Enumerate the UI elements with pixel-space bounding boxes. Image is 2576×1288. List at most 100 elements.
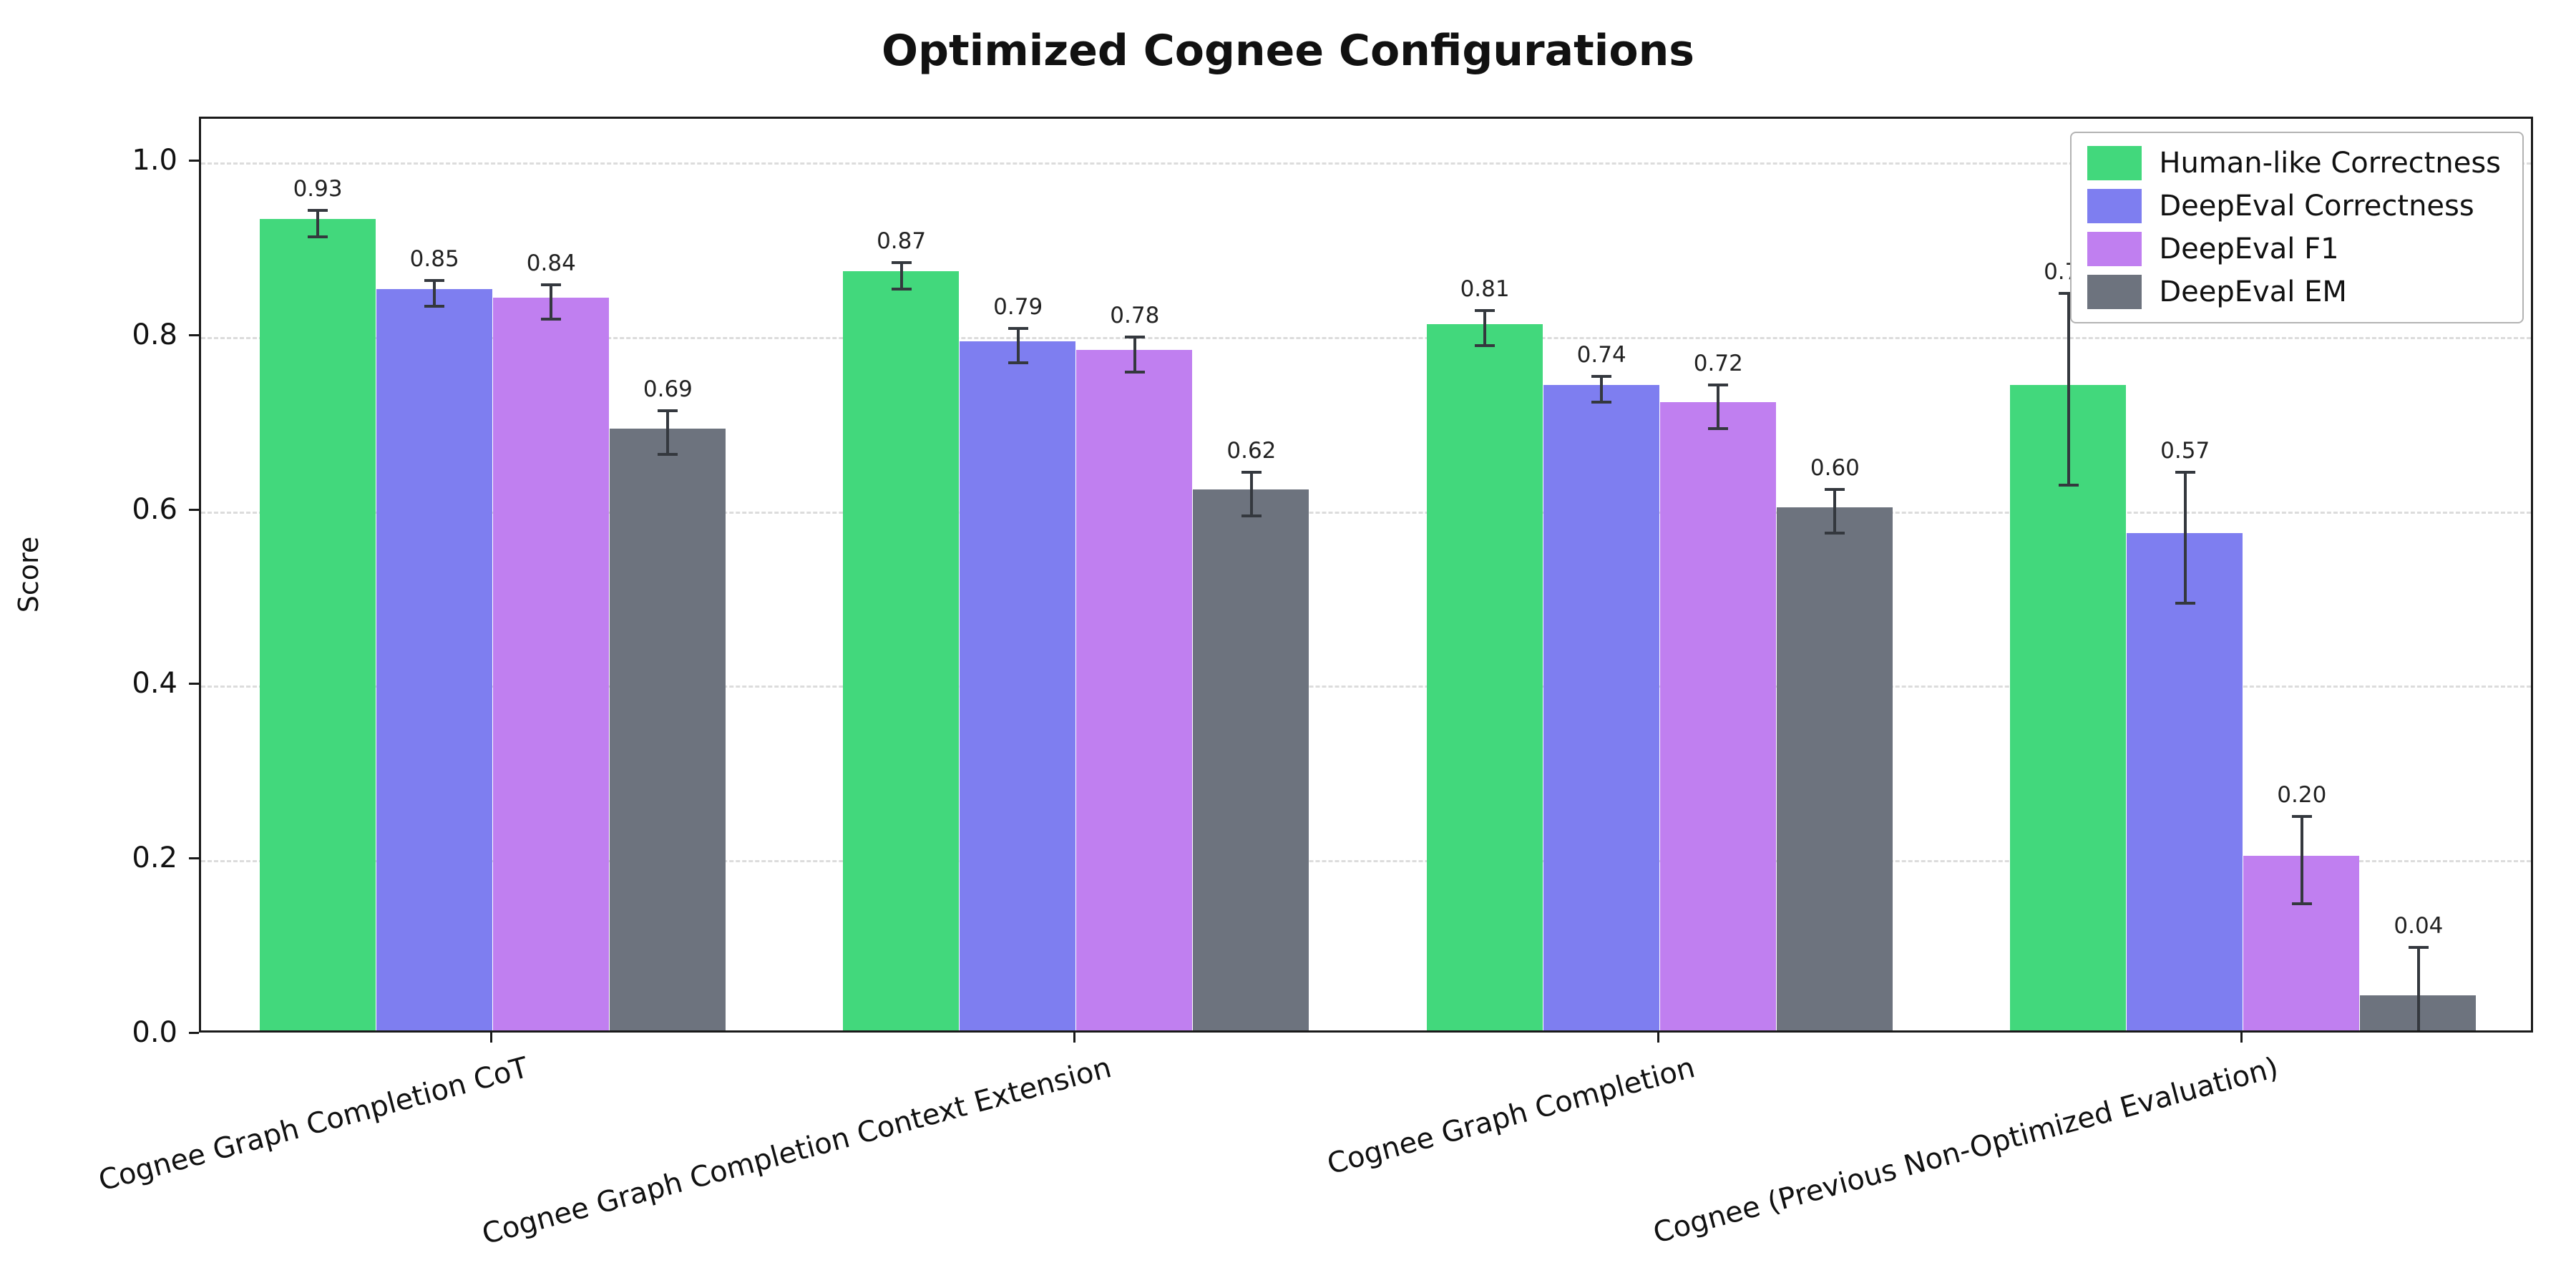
error-bar bbox=[1133, 336, 1136, 372]
bar bbox=[1076, 350, 1193, 1030]
y-tick-mark bbox=[189, 1032, 199, 1034]
error-bar-cap bbox=[541, 318, 562, 321]
bar bbox=[1659, 402, 1776, 1030]
error-bar-cap bbox=[308, 235, 328, 238]
error-bar-cap bbox=[2291, 902, 2312, 906]
bar bbox=[1426, 323, 1543, 1030]
y-tick-mark bbox=[189, 508, 199, 511]
y-axis-label: Score bbox=[13, 536, 44, 613]
legend: Human-like Correctness DeepEval Correctne… bbox=[2070, 132, 2524, 323]
value-label: 0.20 bbox=[2277, 782, 2327, 809]
error-bar-cap bbox=[1591, 374, 1612, 378]
legend-item: Human-like Correctness bbox=[2087, 146, 2501, 180]
bar bbox=[1776, 507, 1893, 1030]
x-tick-mark bbox=[1657, 1033, 1659, 1043]
gridline bbox=[201, 860, 2531, 863]
error-bar bbox=[1249, 472, 1253, 516]
value-label: 0.62 bbox=[1226, 437, 1277, 464]
x-tick-label: Cognee Graph Completion bbox=[1324, 1051, 1699, 1181]
error-bar bbox=[1717, 384, 1720, 429]
error-bar bbox=[316, 210, 320, 237]
legend-label: DeepEval F1 bbox=[2159, 233, 2339, 265]
legend-item: DeepEval F1 bbox=[2087, 232, 2501, 266]
gridline bbox=[201, 511, 2531, 514]
legend-swatch bbox=[2087, 146, 2142, 180]
error-bar-cap bbox=[1708, 426, 1729, 430]
error-bar-cap bbox=[1008, 361, 1028, 365]
value-label: 0.74 bbox=[1576, 341, 1626, 368]
error-bar-cap bbox=[541, 283, 562, 286]
bar bbox=[2127, 533, 2243, 1030]
value-label: 0.93 bbox=[293, 176, 343, 202]
error-bar bbox=[2416, 947, 2420, 1030]
error-bar bbox=[2067, 293, 2070, 485]
value-label: 0.84 bbox=[526, 250, 576, 276]
error-bar-cap bbox=[1008, 326, 1028, 330]
gridline bbox=[201, 336, 2531, 339]
bar bbox=[259, 219, 376, 1030]
gridline bbox=[201, 686, 2531, 688]
error-bar-cap bbox=[658, 453, 678, 457]
legend-label: Human-like Correctness bbox=[2159, 147, 2501, 180]
value-label: 0.60 bbox=[1810, 455, 1860, 482]
error-bar bbox=[1600, 376, 1604, 403]
y-tick-label: 0.4 bbox=[132, 667, 177, 701]
bar bbox=[492, 298, 609, 1030]
error-bar-cap bbox=[2058, 484, 2079, 487]
y-tick-mark bbox=[189, 333, 199, 336]
error-bar-cap bbox=[424, 278, 445, 282]
error-bar bbox=[1016, 328, 1020, 364]
error-bar-cap bbox=[1124, 370, 1145, 374]
legend-label: DeepEval Correctness bbox=[2159, 190, 2474, 223]
bar bbox=[2010, 384, 2127, 1030]
error-bar-cap bbox=[2175, 470, 2195, 474]
value-label: 0.72 bbox=[1693, 350, 1743, 376]
error-bar-cap bbox=[1124, 335, 1145, 338]
bar bbox=[843, 271, 960, 1030]
legend-label: DeepEval EM bbox=[2159, 275, 2347, 308]
legend-swatch bbox=[2087, 275, 2142, 309]
error-bar bbox=[1833, 489, 1837, 534]
bar bbox=[960, 341, 1076, 1030]
error-bar bbox=[899, 263, 903, 289]
error-bar-cap bbox=[2175, 601, 2195, 605]
x-tick-mark bbox=[489, 1033, 492, 1043]
x-tick-label: Cognee Graph Completion CoT bbox=[94, 1051, 532, 1198]
value-label: 0.69 bbox=[643, 376, 693, 403]
error-bar-cap bbox=[891, 261, 912, 265]
error-bar-cap bbox=[1591, 401, 1612, 404]
x-tick-mark bbox=[2240, 1033, 2243, 1043]
y-tick-mark bbox=[189, 857, 199, 860]
error-bar-cap bbox=[891, 287, 912, 291]
y-tick-mark bbox=[189, 683, 199, 686]
error-bar bbox=[550, 284, 553, 320]
value-label: 0.57 bbox=[2160, 437, 2210, 464]
error-bar bbox=[2183, 472, 2187, 603]
bar bbox=[609, 428, 726, 1030]
error-bar-cap bbox=[1241, 514, 1262, 517]
legend-swatch bbox=[2087, 189, 2142, 223]
legend-item: DeepEval EM bbox=[2087, 275, 2501, 309]
error-bar-cap bbox=[1708, 383, 1729, 386]
error-bar-cap bbox=[1825, 488, 1845, 492]
value-label: 0.79 bbox=[993, 293, 1043, 320]
gridline bbox=[201, 162, 2531, 165]
error-bar-cap bbox=[424, 305, 445, 308]
value-label: 0.85 bbox=[409, 245, 459, 272]
y-tick-label: 0.6 bbox=[132, 492, 177, 526]
error-bar-cap bbox=[1475, 309, 1496, 313]
legend-item: DeepEval Correctness bbox=[2087, 189, 2501, 223]
error-bar bbox=[666, 411, 670, 455]
error-bar-cap bbox=[2058, 291, 2079, 295]
y-tick-label: 0.0 bbox=[132, 1016, 177, 1049]
error-bar-cap bbox=[658, 409, 678, 413]
y-tick-label: 1.0 bbox=[132, 143, 177, 177]
value-label: 0.04 bbox=[2394, 913, 2444, 940]
x-tick-mark bbox=[1073, 1033, 1076, 1043]
bar bbox=[376, 288, 492, 1030]
error-bar-cap bbox=[1241, 470, 1262, 474]
bar bbox=[1543, 384, 1659, 1030]
x-tick-label: Cognee Graph Completion Context Extensio… bbox=[479, 1051, 1116, 1252]
value-label: 0.87 bbox=[877, 228, 927, 255]
